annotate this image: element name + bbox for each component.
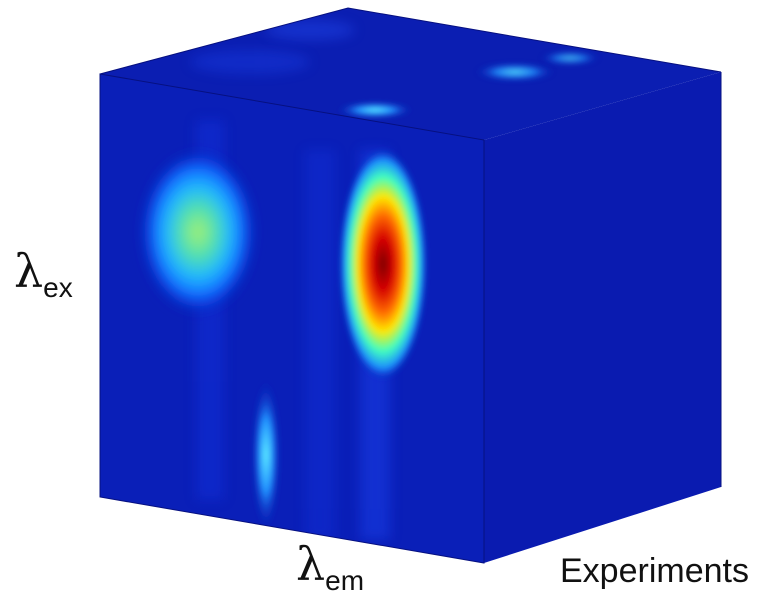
- fluorescence-peak-left: [140, 150, 256, 314]
- excitation-subscript: ex: [43, 272, 73, 303]
- lambda-symbol: λ: [14, 244, 44, 298]
- emission-subscript: em: [325, 565, 365, 596]
- excitation-axis-label: λex: [14, 244, 73, 303]
- fluorescence-peak-center: [339, 148, 427, 380]
- cube-front-face: [99, 73, 485, 564]
- fluorescence-streak-bottom: [252, 380, 280, 530]
- cube-right-face: [484, 72, 722, 563]
- emission-axis-label: λem: [296, 537, 364, 596]
- experiments-axis-label: Experiments: [560, 552, 749, 590]
- cube-top-face: [99, 7, 722, 140]
- lambda-symbol: λ: [296, 537, 326, 591]
